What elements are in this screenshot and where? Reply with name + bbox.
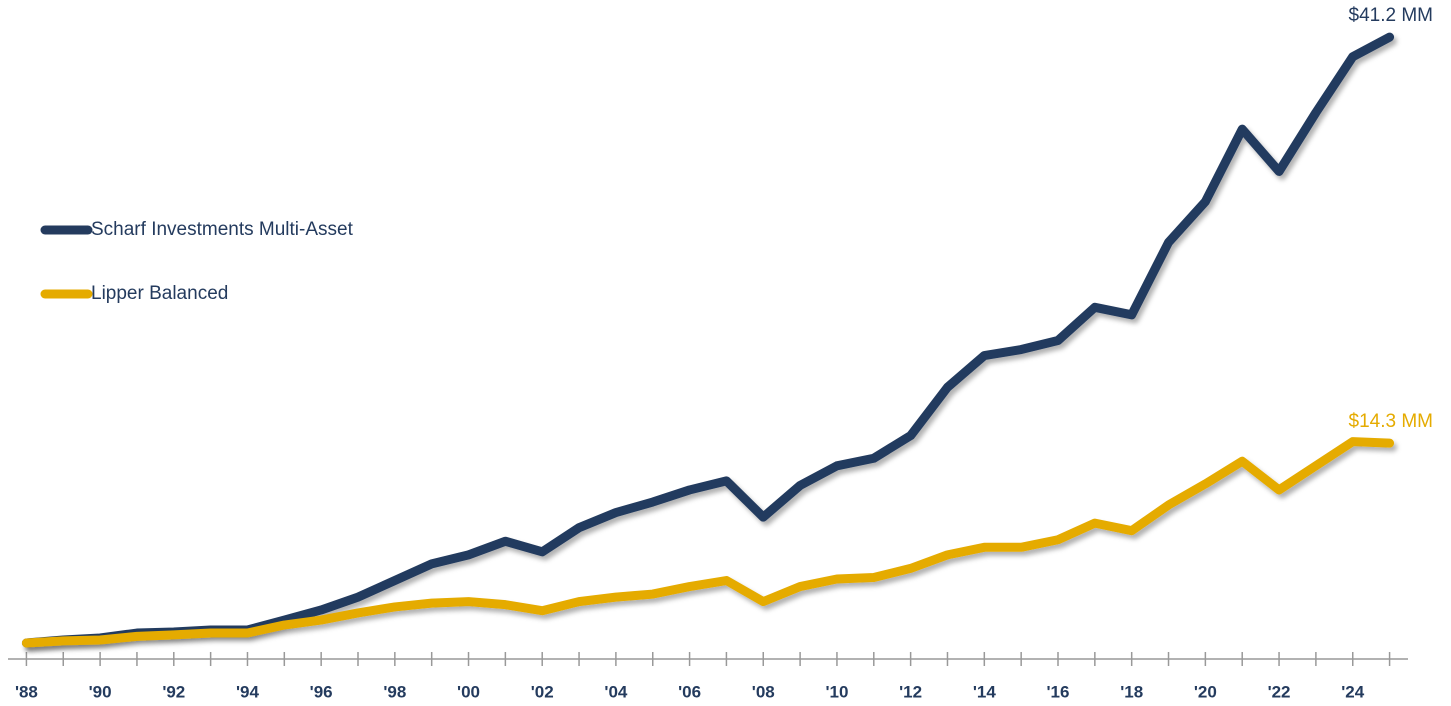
x-tick-label: '22 — [1268, 682, 1291, 701]
x-tick-label: '98 — [383, 682, 406, 701]
x-tick-label: '96 — [310, 682, 333, 701]
x-tick-label: '06 — [678, 682, 701, 701]
x-tick-label: '18 — [1120, 682, 1143, 701]
series-line — [21, 32, 1395, 648]
x-tick-label: '10 — [825, 682, 848, 701]
x-tick-label: '90 — [89, 682, 112, 701]
end-label: $14.3 MM — [1349, 411, 1433, 432]
series-line — [21, 437, 1395, 648]
x-tick-label: '16 — [1047, 682, 1070, 701]
x-tick-label: '12 — [899, 682, 922, 701]
x-tick-label: '02 — [531, 682, 554, 701]
x-tick-label: '92 — [162, 682, 185, 701]
x-tick-label: '14 — [973, 682, 996, 701]
x-tick-label: '08 — [752, 682, 775, 701]
x-tick-label: '24 — [1341, 682, 1364, 701]
x-tick-label: '00 — [457, 682, 480, 701]
x-tick-label: '20 — [1194, 682, 1217, 701]
legend-label: Lipper Balanced — [91, 283, 228, 304]
x-tick-label: '88 — [15, 682, 38, 701]
end-label: $41.2 MM — [1349, 5, 1433, 26]
x-tick-label: '94 — [236, 682, 259, 701]
x-tick-label: '04 — [604, 682, 627, 701]
legend-label: Scharf Investments Multi-Asset — [91, 219, 354, 240]
